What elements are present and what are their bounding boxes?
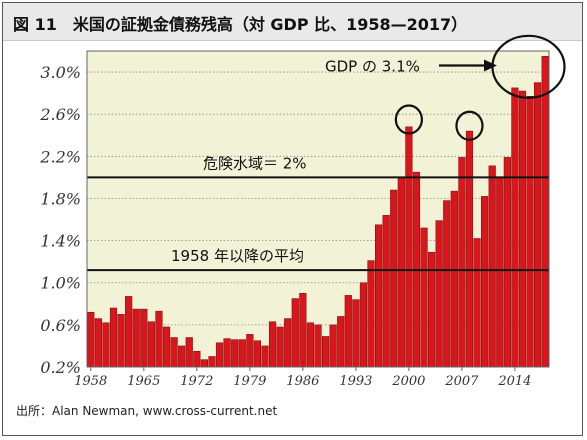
bar — [268, 321, 277, 368]
x-tick-label: 1979 — [233, 374, 266, 389]
reference-line-label: 危険水域＝ 2% — [203, 154, 307, 172]
bar — [541, 56, 549, 368]
bar — [284, 318, 292, 368]
bar — [87, 311, 95, 368]
bar — [140, 308, 148, 368]
y-tick-label: 1.8% — [40, 189, 81, 208]
peak-annotation-label: GDP の 3.1% — [325, 58, 420, 76]
bar — [223, 338, 231, 368]
bar — [132, 308, 140, 368]
bar — [253, 340, 261, 368]
y-tick-label: 0.2% — [40, 358, 81, 377]
bar — [443, 200, 451, 368]
chart-title: 図 11 米国の証拠金債務残高（対 GDP 比、1958—2017） — [13, 15, 468, 34]
y-tick-label: 1.4% — [40, 232, 81, 251]
x-tick-label: 2007 — [444, 374, 479, 389]
bar — [215, 342, 224, 368]
bar — [109, 307, 118, 368]
bar — [94, 318, 102, 368]
bar — [208, 356, 216, 368]
bar — [465, 130, 474, 368]
source-note: 出所：Alan Newman, www.cross-current.net — [16, 404, 278, 418]
bar — [511, 87, 519, 368]
y-tick-label: 0.6% — [40, 316, 81, 335]
bar — [200, 359, 208, 368]
bar — [503, 157, 511, 368]
bar — [367, 260, 375, 368]
x-tick-label: 1993 — [339, 374, 372, 389]
bar — [518, 90, 527, 368]
bar — [125, 296, 133, 368]
y-tick-label: 2.2% — [39, 147, 81, 166]
bar — [185, 337, 193, 368]
bar — [473, 238, 481, 368]
reference-line-label: 1958 年以降の平均 — [171, 247, 304, 265]
bar — [299, 293, 307, 368]
x-tick-label: 1965 — [127, 374, 160, 389]
bar — [147, 321, 155, 368]
bar — [488, 165, 496, 368]
x-tick-label: 1986 — [286, 374, 319, 389]
bar — [321, 336, 330, 368]
bar — [306, 322, 315, 368]
bar — [261, 345, 269, 368]
highlight-circle-2007 — [455, 110, 484, 141]
bar — [238, 339, 246, 368]
highlight-circle-2000 — [394, 104, 423, 135]
bar — [435, 220, 443, 368]
bar — [102, 322, 110, 368]
y-tick-label: 3.0% — [40, 63, 81, 82]
bar — [359, 282, 368, 368]
bar — [170, 337, 178, 368]
annotation-arrow-head — [484, 59, 497, 72]
bar — [314, 324, 322, 368]
bar — [155, 310, 163, 368]
bar — [397, 177, 405, 368]
chart-frame: 図 11 米国の証拠金債務残高（対 GDP 比、1958—2017） 0.2% 0… — [2, 2, 583, 436]
bar — [496, 177, 504, 368]
bar — [276, 326, 284, 368]
x-tick-label: 2000 — [391, 374, 425, 389]
bar — [375, 224, 383, 368]
bar — [162, 326, 171, 368]
bar — [178, 345, 186, 368]
plot-border — [86, 50, 550, 368]
bar — [526, 96, 534, 368]
bar — [344, 295, 352, 368]
bar — [450, 190, 458, 368]
bar — [352, 299, 360, 368]
bar — [458, 157, 466, 368]
bar — [382, 215, 390, 368]
x-tick-label: 2014 — [497, 374, 531, 389]
bar — [193, 350, 201, 368]
bar — [337, 316, 345, 368]
bar — [246, 334, 254, 368]
bar — [231, 339, 239, 368]
bar — [291, 298, 299, 368]
bar — [329, 324, 337, 368]
y-tick-label: 2.6% — [39, 105, 81, 124]
bar — [117, 314, 125, 368]
y-tick-label: 1.0% — [40, 274, 81, 293]
title-bar: 図 11 米国の証拠金債務残高（対 GDP 比、1958—2017） — [3, 3, 582, 41]
x-tick-label: 1958 — [74, 374, 107, 389]
bar — [405, 126, 413, 368]
bar — [390, 189, 398, 368]
bar — [534, 82, 542, 368]
bar-chart: 0.2% 0.6% 1.0% 1.4% 1.8% 2.2% 2.6% 3.0% 危険水域＝ 2%… — [39, 34, 566, 389]
x-tick-label: 1972 — [180, 374, 213, 389]
bar — [420, 227, 428, 368]
bar — [481, 196, 489, 368]
